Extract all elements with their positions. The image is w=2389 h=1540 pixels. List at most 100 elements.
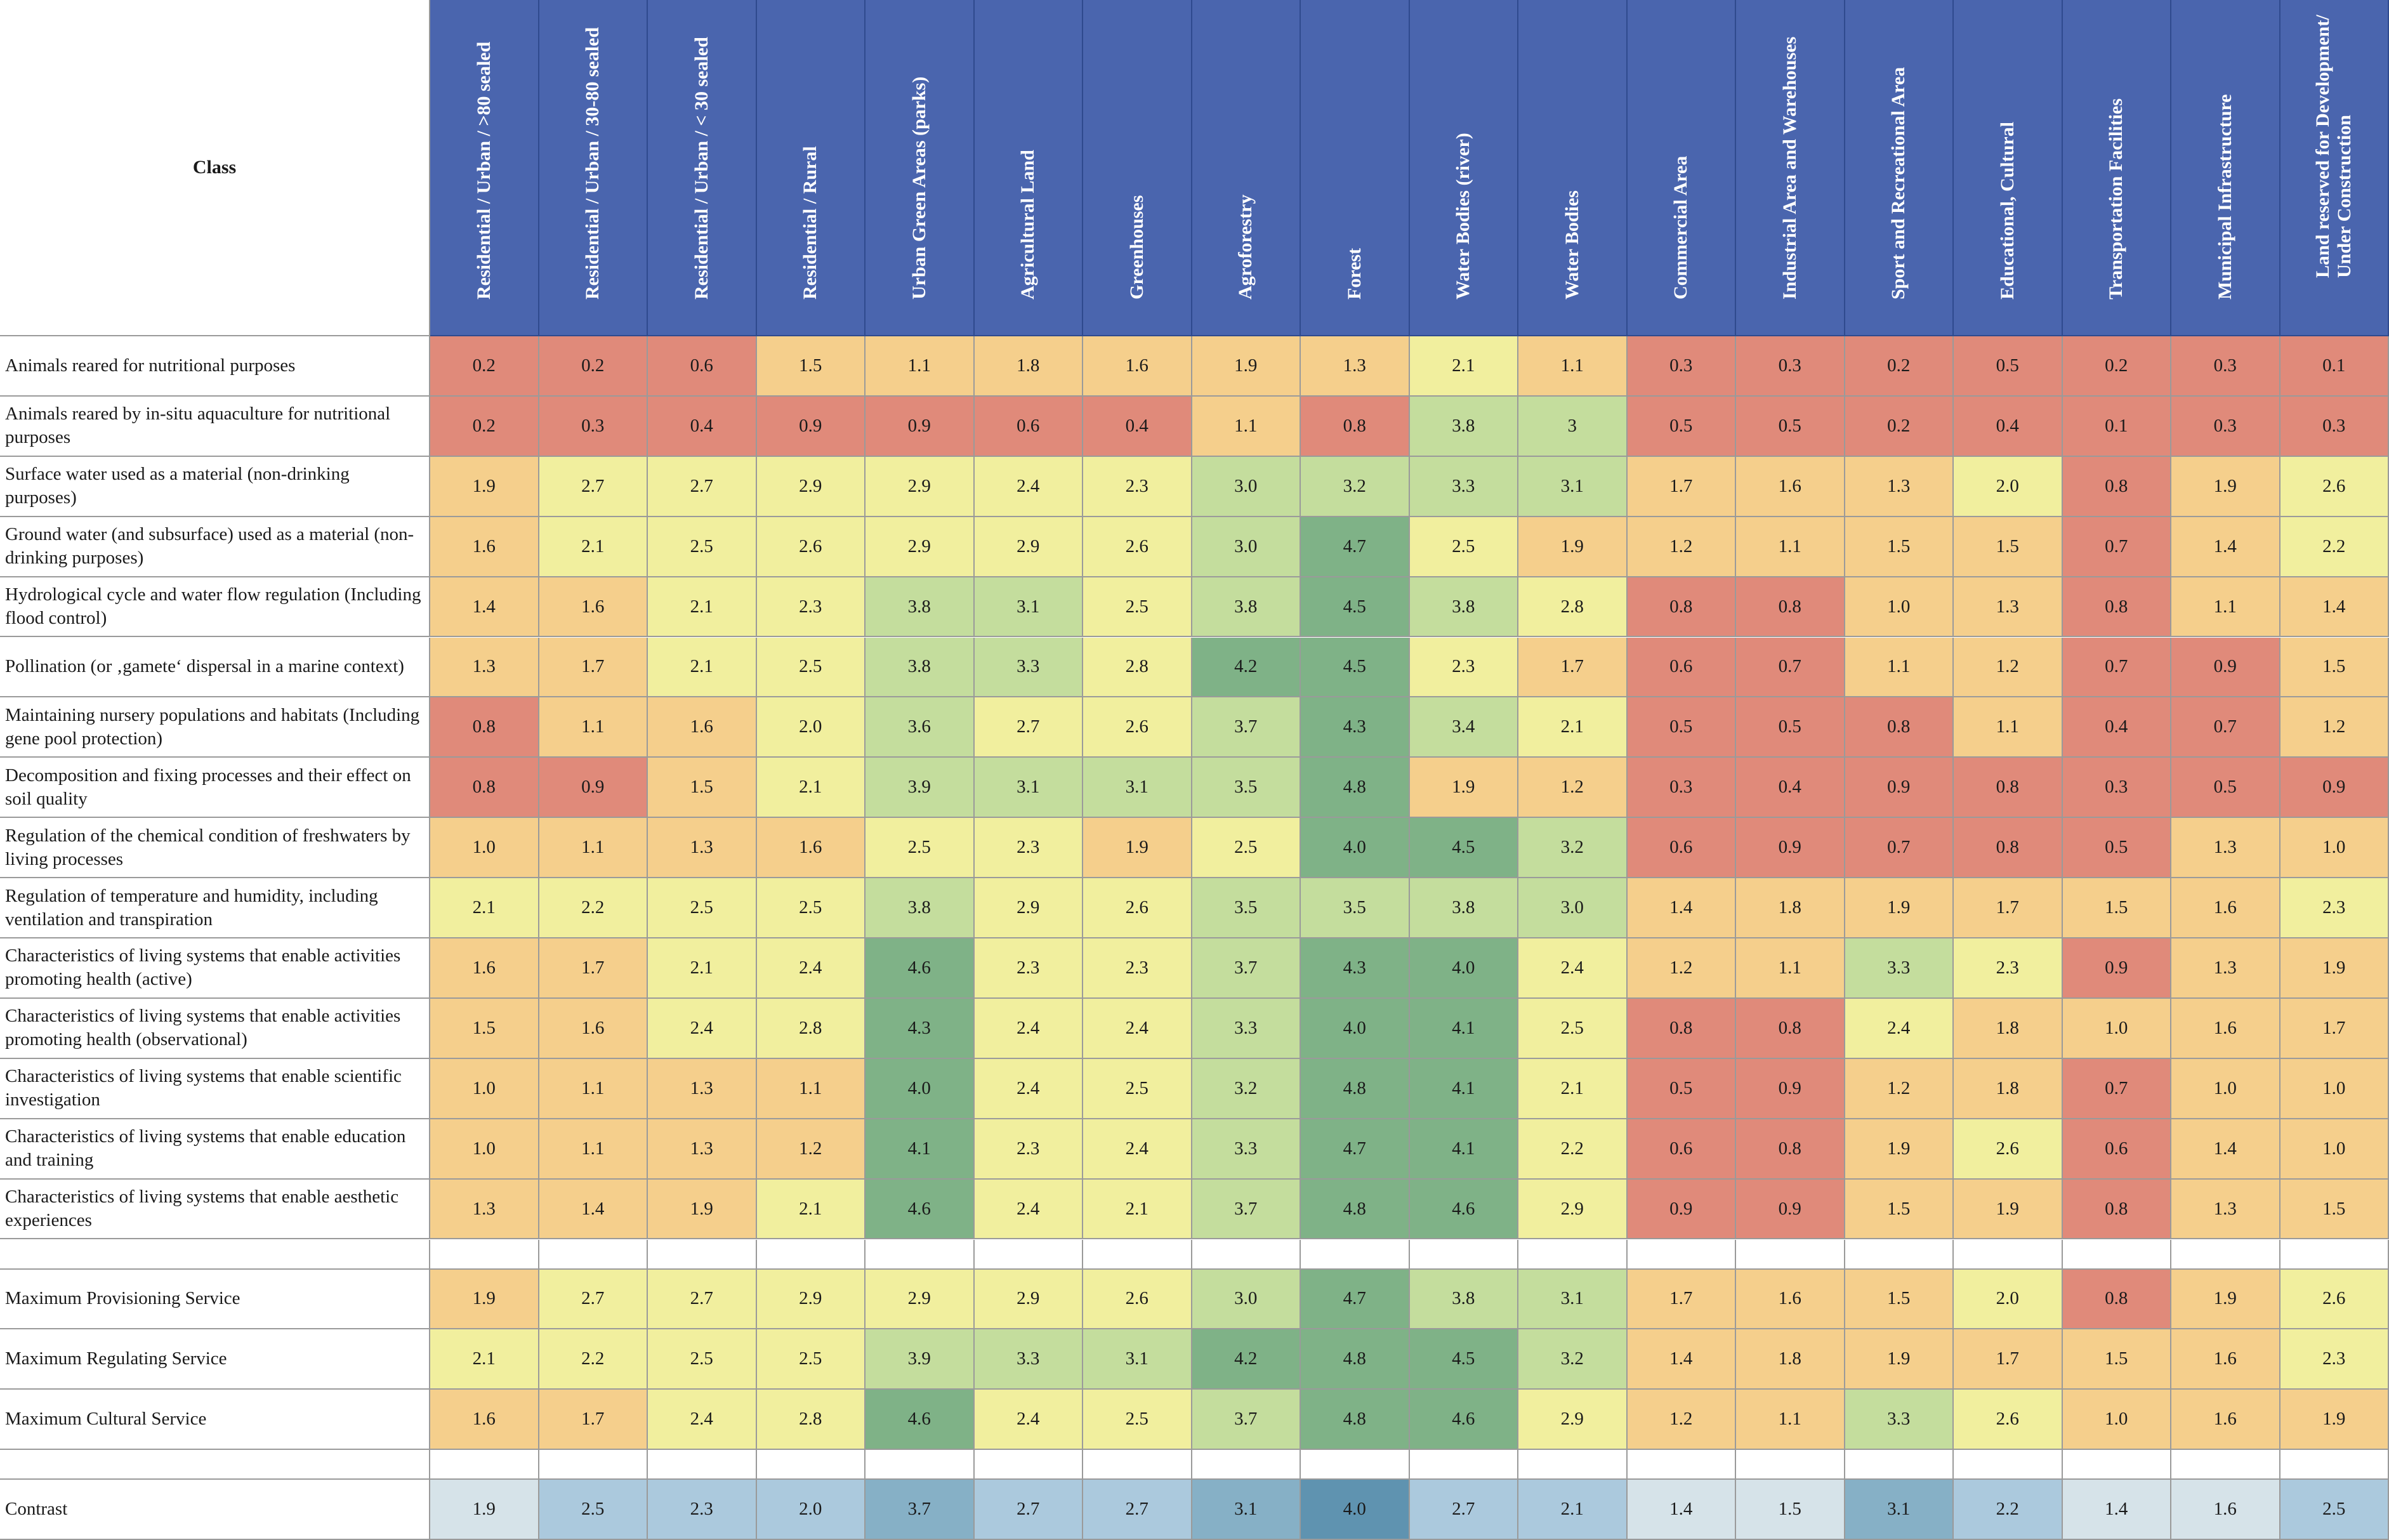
spacer-cell	[975, 1239, 1083, 1270]
heatmap-cell: 3.7	[1192, 1179, 1301, 1240]
heatmap-cell: 0.3	[2171, 396, 2280, 457]
heatmap-cell: 1.3	[648, 818, 757, 879]
spacer-row	[0, 1239, 2389, 1270]
spacer-cell	[757, 1450, 865, 1480]
heatmap-cell: 2.9	[865, 1269, 975, 1330]
heatmap-cell: 1.4	[2062, 1480, 2171, 1540]
heatmap-cell: 2.7	[1409, 1480, 1518, 1540]
heatmap-cell: 1.1	[2171, 577, 2280, 638]
heatmap-cell: 1.5	[2280, 1179, 2389, 1240]
spacer-cell	[0, 1450, 430, 1480]
column-header-label: Agricultural Land	[1017, 150, 1039, 299]
heatmap-cell: 2.4	[648, 1390, 757, 1451]
heatmap-cell: 1.1	[1518, 336, 1628, 397]
heatmap-cell: 3.1	[1845, 1480, 1954, 1540]
column-header-label: Residential / Urban / < 30 sealed	[690, 37, 712, 299]
heatmap-cell: 3.7	[1192, 697, 1301, 758]
heatmap-cell: 3.5	[1192, 878, 1301, 938]
column-header-label: Residential / Rural	[800, 146, 821, 299]
heatmap-cell: 1.6	[756, 818, 865, 879]
heatmap-cell: 4.2	[1192, 1329, 1301, 1390]
heatmap-cell: 2.5	[648, 878, 757, 938]
service-row-label: Hydrological cycle and water flow regula…	[0, 577, 430, 638]
heatmap-cell: 1.2	[1627, 1390, 1736, 1451]
heatmap-cell: 0.8	[1736, 577, 1845, 638]
heatmap-cell: 0.3	[1736, 336, 1845, 397]
heatmap-cell: 2.5	[1518, 998, 1628, 1059]
heatmap-cell: 1.4	[2171, 517, 2280, 577]
heatmap-cell: 1.6	[539, 998, 648, 1059]
column-header-label: Transportation Facilities	[2105, 98, 2127, 299]
service-row-label: Characteristics of living systems that e…	[0, 1058, 430, 1119]
service-row-label: Surface water used as a material (non-dr…	[0, 456, 430, 517]
heatmap-cell: 2.9	[1518, 1179, 1628, 1240]
heatmap-cell: 4.3	[865, 998, 975, 1059]
heatmap-cell: 2.5	[2280, 1480, 2389, 1540]
heatmap-cell: 2.9	[865, 456, 975, 517]
heatmap-cell: 2.1	[648, 938, 757, 999]
heatmap-cell: 0.2	[539, 336, 648, 397]
column-header: Residential / Urban / >80 sealed	[430, 0, 539, 336]
service-row-label: Characteristics of living systems that e…	[0, 938, 430, 999]
summary-row-label: Maximum Regulating Service	[0, 1329, 430, 1390]
heatmap-cell: 2.0	[756, 1480, 865, 1540]
heatmap-cell: 0.6	[2062, 1119, 2171, 1180]
spacer-cell	[539, 1450, 648, 1480]
heatmap-cell: 1.6	[648, 697, 757, 758]
spacer-cell	[1301, 1450, 1410, 1480]
spacer-cell	[1845, 1239, 1954, 1270]
heatmap-cell: 1.2	[1518, 758, 1628, 819]
column-header: Water Bodies (river)	[1409, 0, 1518, 336]
heatmap-cell: 2.3	[1083, 456, 1192, 517]
heatmap-cell: 2.3	[648, 1480, 757, 1540]
column-header-label: Educational, Cultural	[1996, 121, 2018, 299]
heatmap-cell: 1.6	[539, 577, 648, 638]
heatmap-cell: 1.1	[539, 697, 648, 758]
column-header-label: Water Bodies (river)	[1452, 133, 1474, 299]
heatmap-cell: 1.8	[974, 336, 1083, 397]
heatmap-cell: 0.8	[2062, 1269, 2171, 1330]
heatmap-cell: 1.5	[430, 998, 539, 1059]
heatmap-cell: 2.8	[1083, 637, 1192, 698]
heatmap-cell: 0.6	[1627, 637, 1736, 698]
heatmap-cell: 0.7	[2171, 697, 2280, 758]
heatmap-cell: 2.1	[648, 637, 757, 698]
service-row-label: Maintaining nursery populations and habi…	[0, 697, 430, 758]
heatmap-cell: 1.6	[2171, 878, 2280, 938]
heatmap-cell: 0.3	[2171, 336, 2280, 397]
heatmap-cell: 1.1	[1845, 637, 1954, 698]
spacer-cell	[1518, 1450, 1628, 1480]
heatmap-cell: 1.9	[1954, 1179, 2063, 1240]
heatmap-cell: 1.7	[539, 938, 648, 999]
heatmap-cell: 3.3	[1192, 1119, 1301, 1180]
heatmap-cell: 1.3	[430, 1179, 539, 1240]
heatmap-cell: 3.1	[1083, 1329, 1192, 1390]
heatmap-cell: 2.5	[648, 517, 757, 577]
contrast-row-label: Contrast	[0, 1480, 430, 1540]
heatmap-cell: 2.6	[1083, 878, 1192, 938]
column-header: Sport and Recreational Area	[1845, 0, 1954, 336]
heatmap-cell: 2.5	[1083, 1390, 1192, 1451]
heatmap-cell: 4.7	[1301, 1119, 1410, 1180]
heatmap-cell: 1.4	[539, 1179, 648, 1240]
heatmap-cell: 0.6	[1627, 1119, 1736, 1180]
spacer-cell	[2171, 1239, 2280, 1270]
heatmap-cell: 1.9	[1845, 1329, 1954, 1390]
column-header: Water Bodies	[1518, 0, 1628, 336]
spacer-row	[0, 1450, 2389, 1480]
heatmap-cell: 1.1	[1954, 697, 2063, 758]
heatmap-cell: 0.3	[2280, 396, 2389, 457]
heatmap-cell: 4.6	[865, 1390, 975, 1451]
heatmap-cell: 1.9	[430, 1480, 539, 1540]
heatmap-cell: 2.9	[974, 517, 1083, 577]
heatmap-cell: 4.7	[1301, 517, 1410, 577]
heatmap-cell: 2.1	[1518, 1480, 1628, 1540]
heatmap-cell: 1.9	[430, 456, 539, 517]
heatmap-cell: 0.2	[2062, 336, 2171, 397]
heatmap-cell: 0.9	[539, 758, 648, 819]
heatmap-cell: 1.0	[430, 1119, 539, 1180]
heatmap-cell: 2.7	[974, 1480, 1083, 1540]
heatmap-cell: 2.2	[539, 878, 648, 938]
heatmap-cell: 1.8	[1954, 1058, 2063, 1119]
